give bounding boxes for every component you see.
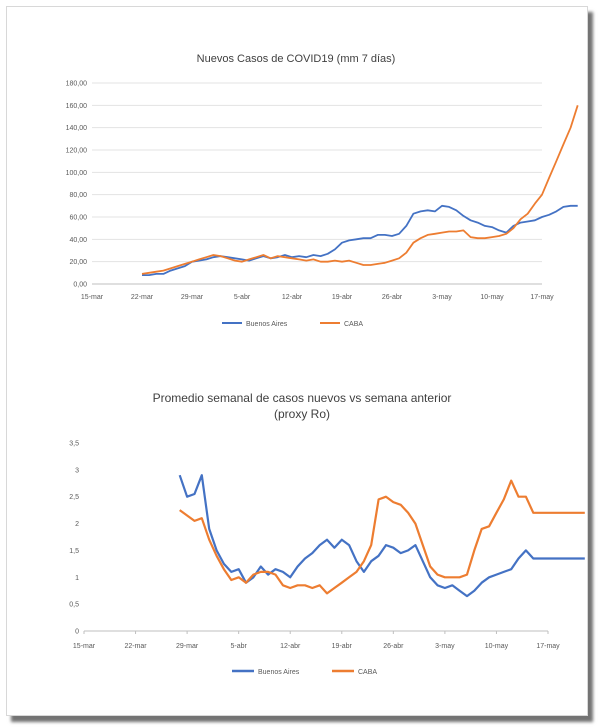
chart2-y-tick-label: 2,5 <box>69 494 79 501</box>
chart1-legend: Buenos Aires CABA <box>222 321 363 328</box>
chart1-series-caba <box>141 105 579 275</box>
chart1-series <box>141 105 579 276</box>
chart1-x-tick-label: 5-abr <box>234 294 251 301</box>
chart1-x-tick-label: 17-may <box>530 294 554 301</box>
chart1-gridlines <box>92 82 542 285</box>
chart1-y-tick-label: 140,00 <box>66 125 88 132</box>
chart2-title: Promedio semanal de casos nuevos vs sema… <box>153 391 452 405</box>
chart1-x-tick-label: 26-abr <box>382 294 403 301</box>
chart1-x-tick-label: 29-mar <box>181 294 204 301</box>
chart2-series-caba <box>179 479 585 595</box>
chart1-y-tick-label: 40,00 <box>69 237 87 244</box>
chart2-x-tick-label: 10-may <box>485 643 509 650</box>
chart1-y-ticks: 0,00 20,00 40,00 60,00 80,00 100,00 120,00 140,… <box>66 81 88 289</box>
chart1-x-tick-label: 15-mar <box>81 294 104 301</box>
chart2-legend-ba: Buenos Aires <box>258 669 300 676</box>
chart2-subtitle: (proxy Ro) <box>274 407 330 421</box>
figure-frame <box>6 6 588 716</box>
chart2-y-tick-label: 3,5 <box>69 441 79 448</box>
chart1-y-tick-label: 120,00 <box>66 148 88 155</box>
chart2-legend-caba: CABA <box>358 669 377 676</box>
chart2-y-tick-label: 1,5 <box>69 548 79 555</box>
chart2-x-tick-label: 26-abr <box>383 643 404 650</box>
chart1-y-tick-label: 0,00 <box>73 282 87 289</box>
chart2-y-ticks: 0 0,5 1 1,5 2 2,5 3 3,5 <box>69 441 79 636</box>
chart1-title: Nuevos Casos de COVID19 (mm 7 días) <box>197 53 396 65</box>
chart2-x-tick-label: 5-abr <box>230 643 247 650</box>
chart2-x-axis <box>83 630 549 634</box>
chart1-x-tick-label: 12-abr <box>282 294 303 301</box>
chart1-y-tick-label: 160,00 <box>66 103 88 110</box>
chart1-x-tick-label: 19-abr <box>332 294 353 301</box>
chart1-x-tick-label: 10-may <box>480 294 504 301</box>
chart2-y-tick-label: 2 <box>75 521 79 528</box>
chart2-x-tick-label: 12-abr <box>280 643 301 650</box>
chart2-x-tick-label: 29-mar <box>176 643 199 650</box>
chart2-legend: Buenos Aires CABA <box>232 669 377 676</box>
chart2-x-tick-label: 15-mar <box>73 643 96 650</box>
chart1-legend-caba: CABA <box>344 321 363 328</box>
chart2-y-tick-label: 3 <box>75 467 79 474</box>
chart2-series <box>178 474 585 598</box>
chart1-x-tick-label: 22-mar <box>131 294 154 301</box>
chart1-x-tick-label: 3-may <box>432 294 452 301</box>
chart1-y-tick-label: 80,00 <box>69 192 87 199</box>
chart1-x-ticks: 15-mar 22-mar 29-mar 5-abr 12-abr 19-abr 26-ab… <box>81 294 554 301</box>
chart1-y-tick-label: 20,00 <box>69 259 87 266</box>
chart2-x-tick-label: 19-abr <box>332 643 353 650</box>
chart2-x-tick-label: 22-mar <box>124 643 147 650</box>
chart2-x-tick-label: 3-may <box>435 643 455 650</box>
chart1-y-tick-label: 180,00 <box>66 81 88 88</box>
chart2-y-tick-label: 0 <box>75 629 79 636</box>
chart1-y-tick-label: 60,00 <box>69 215 87 222</box>
chart2-y-tick-label: 1 <box>75 575 79 582</box>
chart1-series-buenos-aires <box>142 204 578 276</box>
chart1-legend-ba: Buenos Aires <box>246 321 288 328</box>
chart1-y-tick-label: 100,00 <box>66 170 88 177</box>
chart2-x-tick-label: 17-may <box>536 643 560 650</box>
chart2-y-tick-label: 0,5 <box>69 602 79 609</box>
chart2-x-ticks: 15-mar 22-mar 29-mar 5-abr 12-abr 19-abr 26-ab… <box>73 643 560 650</box>
